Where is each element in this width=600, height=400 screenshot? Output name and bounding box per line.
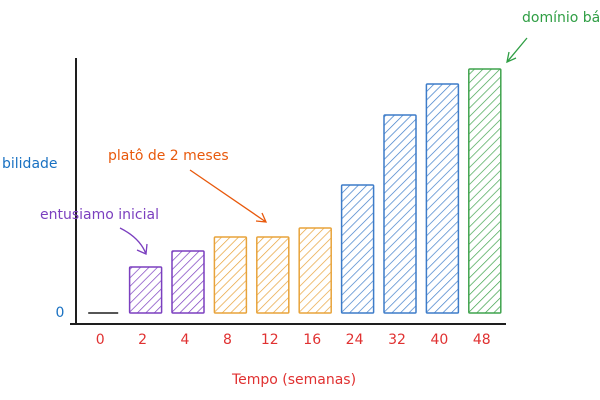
x-axis-label: Tempo (semanas) [231,372,356,388]
x-tick-label: 32 [388,332,406,348]
annotation-arrow [119,227,148,255]
bar [340,184,375,314]
x-tick-label: 2 [138,332,147,348]
bar [425,83,460,314]
x-tick-label: 8 [223,332,232,348]
annotation: platô de 2 meses [108,148,229,164]
bar [213,236,248,314]
bar [256,236,290,314]
annotation-arrow [506,37,528,64]
x-tick-label: 48 [473,332,491,348]
annotation-arrow [189,169,268,223]
x-tick-label: 16 [303,332,321,348]
bar [171,250,205,314]
y-tick-label: 0 [56,305,65,321]
x-tick-label: 4 [181,332,190,348]
bar [383,114,417,314]
annotation: domínio bás [522,10,600,26]
x-tick-label: 40 [430,332,448,348]
bar [468,68,502,314]
y-axis-label: bilidade [2,156,58,172]
x-tick-label: 24 [346,332,364,348]
x-tick-label: 0 [96,332,105,348]
bar [128,266,163,314]
bar [298,227,332,314]
annotation: entusiamo inicial [40,207,159,223]
x-tick-label: 12 [261,332,279,348]
